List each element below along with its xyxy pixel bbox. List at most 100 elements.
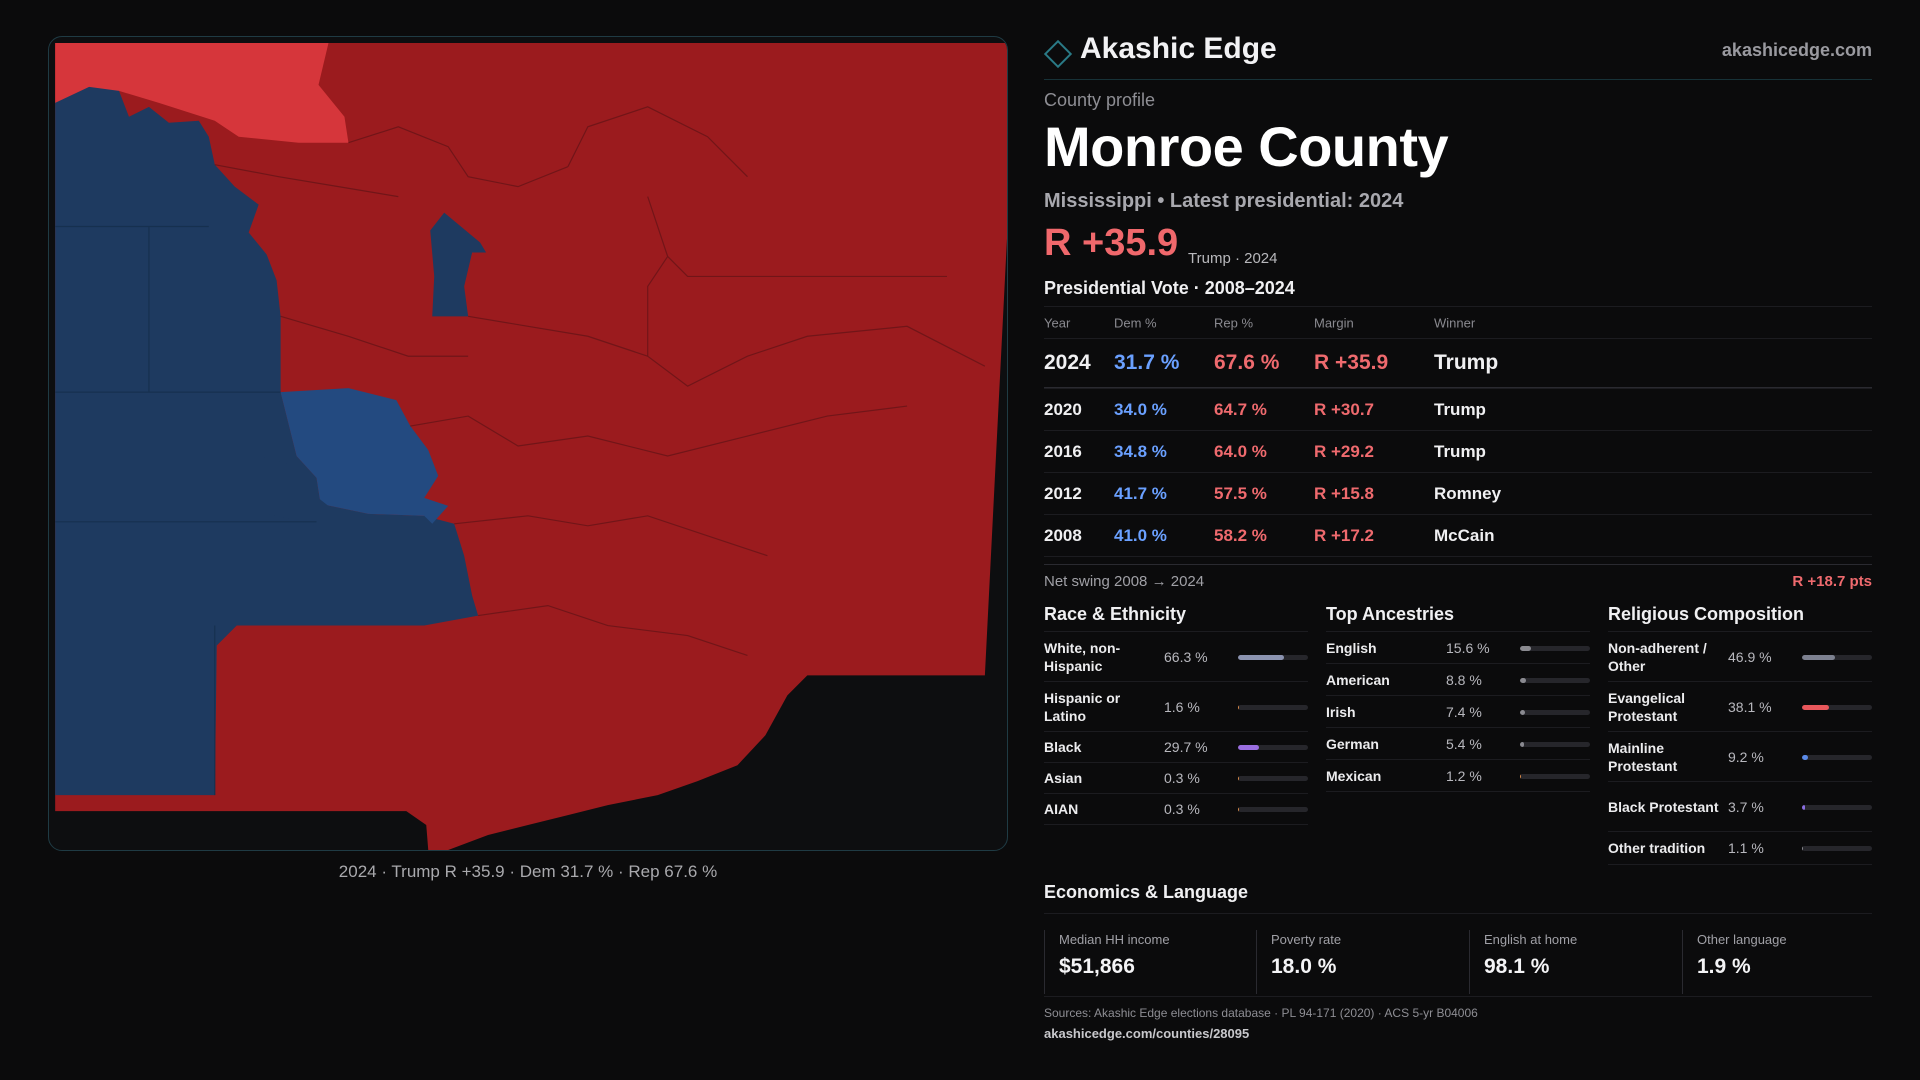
list-item: AIAN 0.3 % (1044, 794, 1308, 825)
ancestry-bar (1520, 773, 1590, 779)
headline-margin: R +35.9 (1044, 222, 1179, 264)
col-dem: Dem % (1114, 315, 1157, 330)
row-year: 2020 (1044, 399, 1082, 419)
religion-label: Other tradition (1608, 840, 1706, 856)
row-winner: Romney (1434, 483, 1502, 503)
race-value: 66.3 % (1164, 648, 1208, 665)
county-precinct-map[interactable] (48, 36, 1008, 851)
religion-value: 1.1 % (1728, 840, 1764, 856)
precinct-rep-light[interactable] (55, 42, 349, 143)
race-bar (1238, 745, 1308, 750)
diamond-logo-icon (1043, 39, 1073, 69)
ancestry-bar (1520, 709, 1590, 715)
list-item: Mexican 1.2 % (1326, 760, 1590, 792)
table-row: 2008 41.0 % 58.2 % R +17.2 McCain (1044, 514, 1872, 556)
race-label: Black (1044, 739, 1082, 755)
sources-note: Sources: Akashic Edge elections database… (1044, 1006, 1478, 1020)
row-year: 2024 (1044, 351, 1091, 374)
net-swing-row: Net swing 2008 → 2024 R +18.7 pts (1044, 564, 1872, 600)
list-item: Asian 0.3 % (1044, 763, 1308, 794)
religion-bar-fill (1802, 654, 1835, 660)
econ-value: $51,866 (1059, 955, 1135, 978)
row-dem: 41.7 % (1114, 483, 1167, 503)
race-value: 0.3 % (1164, 801, 1200, 817)
race-value: 0.3 % (1164, 770, 1200, 786)
precinct-dem-inner[interactable] (258, 455, 339, 528)
religion-value: 38.1 % (1728, 698, 1772, 715)
econ-card-income: Median HH income $51,866 (1044, 930, 1244, 994)
ancestry-label: English (1326, 639, 1377, 656)
ancestry-bar (1520, 677, 1590, 683)
row-rep: 58.2 % (1214, 525, 1267, 545)
row-rep: 64.7 % (1214, 399, 1267, 419)
ancestry-section: Top Ancestries English 15.6 % American 8… (1326, 602, 1590, 792)
row-winner: Trump (1434, 399, 1486, 419)
religion-bar-fill (1802, 754, 1809, 760)
race-label: White, non-Hispanic (1044, 639, 1121, 674)
religion-value: 9.2 % (1728, 748, 1764, 765)
row-dem: 31.7 % (1114, 351, 1180, 374)
brand-name: Akashic Edge (1080, 32, 1277, 65)
ancestry-bar-fill (1520, 773, 1522, 779)
list-item: Mainline Protestant 9.2 % (1608, 732, 1872, 782)
ancestry-value: 8.8 % (1446, 671, 1482, 688)
col-winner: Winner (1434, 315, 1476, 330)
list-item: Evangelical Protestant 38.1 % (1608, 682, 1872, 732)
ancestry-bar-fill (1520, 741, 1524, 747)
religion-bar (1802, 704, 1872, 710)
race-label: Asian (1044, 770, 1083, 786)
ancestry-value: 7.4 % (1446, 703, 1482, 720)
county-page-link[interactable]: akashicedge.com/counties/28095 (1044, 1026, 1250, 1041)
row-margin: R +30.7 (1314, 399, 1375, 419)
brand-site-link[interactable]: akashicedge.com (1721, 40, 1872, 60)
econ-label: Other language (1697, 932, 1787, 947)
religion-bar (1802, 754, 1872, 760)
county-title: Monroe County (1044, 115, 1449, 178)
religion-bar-fill (1802, 704, 1829, 710)
list-item: Black 29.7 % (1044, 732, 1308, 763)
religion-bar (1802, 654, 1872, 660)
precinct-rep-main[interactable] (55, 42, 1007, 850)
ancestry-bar (1520, 741, 1590, 747)
precinct-boundaries (214, 106, 986, 657)
race-bar-fill (1238, 704, 1240, 710)
ancestry-label: Mexican (1326, 767, 1382, 784)
ancestry-section-title: Top Ancestries (1326, 602, 1590, 632)
ancestry-bar-fill (1520, 709, 1526, 715)
religion-bar-fill (1802, 846, 1804, 851)
net-swing-value: R +18.7 pts (1792, 573, 1872, 590)
econ-label: Median HH income (1059, 932, 1170, 947)
ancestry-label: American (1326, 671, 1390, 688)
religion-label: Black Protestant (1608, 798, 1719, 815)
econ-value: 1.9 % (1697, 955, 1751, 978)
headline-margin-note: Trump · 2024 (1188, 250, 1278, 267)
precinct-map-svg[interactable] (49, 37, 1007, 850)
religion-bar (1802, 804, 1872, 810)
list-item: Black Protestant 3.7 % (1608, 782, 1872, 832)
race-bar-fill (1238, 776, 1240, 781)
econ-value: 98.1 % (1484, 955, 1550, 978)
religion-label: Mainline Protestant (1608, 739, 1678, 774)
religion-value: 3.7 % (1728, 798, 1764, 815)
race-bar (1238, 654, 1308, 660)
religion-label: Non-adherent / Other (1608, 639, 1707, 674)
row-dem: 34.8 % (1114, 441, 1167, 461)
race-bar-fill (1238, 807, 1240, 812)
row-winner: Trump (1434, 441, 1486, 461)
row-dem: 41.0 % (1114, 525, 1167, 545)
col-margin: Margin (1314, 315, 1354, 330)
map-caption: 2024 · Trump R +35.9 · Dem 31.7 % · Rep … (338, 862, 718, 881)
precinct-dem-central[interactable] (280, 388, 449, 524)
profile-kicker: County profile (1044, 90, 1156, 110)
row-margin: R +15.8 (1314, 483, 1375, 503)
ancestry-label: Irish (1326, 703, 1356, 720)
precinct-dem-sliver[interactable] (430, 212, 487, 317)
vote-table-header: Year Dem % Rep % Margin Winner (1044, 306, 1872, 338)
econ-label: English at home (1484, 932, 1578, 947)
ancestry-value: 15.6 % (1446, 639, 1490, 656)
precinct-dem-west[interactable] (55, 86, 479, 796)
list-item: Hispanic or Latino 1.6 % (1044, 682, 1308, 732)
list-item: American 8.8 % (1326, 664, 1590, 696)
race-label: AIAN (1044, 801, 1079, 817)
row-winner: Trump (1434, 351, 1499, 374)
